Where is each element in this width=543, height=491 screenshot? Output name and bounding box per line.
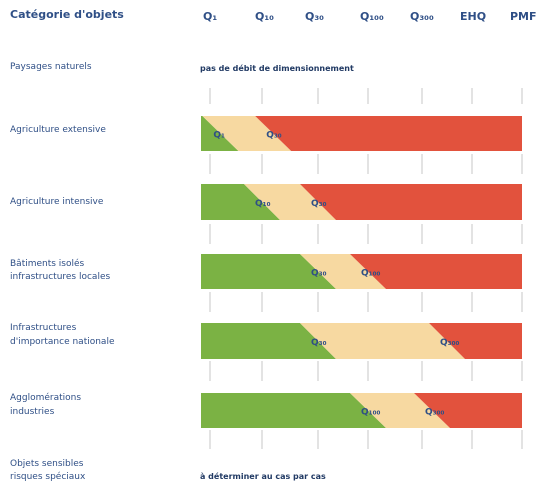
row-label-agglomerations-line1: Agglomérations	[10, 393, 82, 403]
row-label-extensive-agriculture: Agriculture extensive	[10, 125, 106, 135]
hazard-band-yellow	[244, 184, 336, 220]
hazard-band-red	[300, 184, 522, 220]
hazard-band-red	[429, 323, 522, 359]
row-label-national-infrastructure-line2: d'importance nationale	[10, 337, 115, 347]
hazard-band-yellow	[300, 323, 465, 359]
hazard-band-red	[255, 116, 522, 151]
column-header-q30: Q₃₀	[305, 10, 324, 23]
row-label-natural-landscapes: Paysages naturels	[10, 62, 92, 72]
hazard-band-green	[201, 254, 336, 289]
row-label-sensitive-objects-line1: Objets sensibles	[10, 459, 84, 469]
header-category-label: Catégorie d'objets	[10, 8, 124, 21]
note-natural-landscapes: pas de débit de dimensionnement	[200, 64, 354, 73]
threshold-marker-label: Q₁	[213, 131, 225, 141]
hazard-band-red	[414, 393, 522, 428]
hazard-band-red	[350, 254, 522, 289]
hazard-band-yellow	[350, 393, 450, 428]
threshold-marker-label: Q₃₀₀	[425, 408, 445, 418]
row-label-isolated-buildings-line1: Bâtiments isolés	[10, 259, 85, 269]
row-label-sensitive-objects-line2: risques spéciaux	[10, 472, 86, 482]
threshold-marker-label: Q₃₀	[311, 338, 327, 348]
column-header-q1: Q₁	[203, 10, 218, 23]
hazard-band-green	[201, 184, 280, 220]
threshold-marker-label: Q₃₀₀	[440, 338, 460, 348]
threshold-marker-label: Q₁₀	[255, 199, 271, 209]
threshold-marker-label: Q₃₀	[311, 269, 327, 279]
row-label-agglomerations-line2: industries	[10, 407, 55, 417]
row-label-isolated-buildings-line2: infrastructures locales	[10, 272, 111, 282]
hazard-band-green	[201, 393, 386, 428]
threshold-marker-label: Q₁₀₀	[361, 408, 381, 418]
hazard-band-yellow	[202, 116, 292, 151]
column-header-q300: Q₃₀₀	[410, 10, 434, 23]
threshold-marker-label: Q₃₀	[266, 131, 282, 141]
column-header-q100: Q₁₀₀	[360, 10, 384, 23]
note-sensitive-objects: à déterminer au cas par cas	[200, 472, 326, 481]
hazard-band-green	[201, 116, 239, 151]
hazard-band-yellow	[300, 254, 386, 289]
hazard-band-green	[201, 323, 336, 359]
column-header-ehq: EHQ	[460, 10, 487, 23]
column-header-pmf: PMF	[510, 10, 537, 23]
threshold-marker-label: Q₃₀	[311, 199, 327, 209]
row-label-intensive-agriculture: Agriculture intensive	[10, 197, 104, 207]
threshold-marker-label: Q₁₀₀	[361, 269, 381, 279]
column-header-q10: Q₁₀	[255, 10, 274, 23]
row-label-national-infrastructure-line1: Infrastructures	[10, 323, 77, 333]
